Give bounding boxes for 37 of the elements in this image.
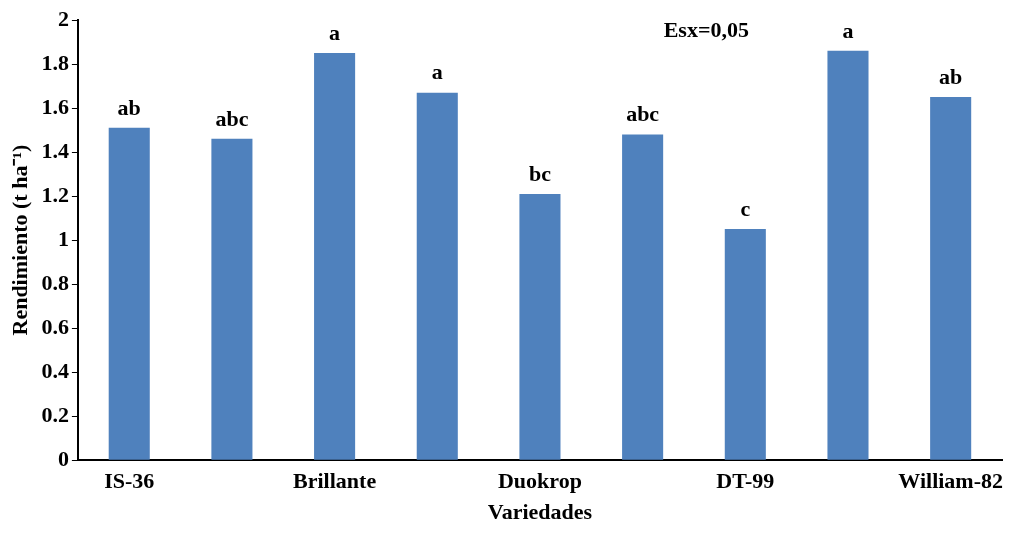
y-tick-label: 0.6 — [41, 313, 69, 339]
data-label: abc — [626, 101, 660, 127]
data-label: bc — [528, 160, 552, 186]
bar — [519, 193, 561, 460]
y-tick-label: 2 — [57, 5, 69, 31]
bar — [211, 138, 253, 460]
x-tick-label: William-82 — [898, 468, 1004, 494]
y-tick-label: 0.4 — [41, 357, 69, 383]
y-tick-label: 0 — [57, 445, 69, 471]
bar — [108, 127, 150, 460]
bar — [827, 50, 869, 460]
data-label: abc — [215, 105, 249, 131]
data-label: a — [329, 19, 341, 45]
data-label: c — [740, 195, 751, 221]
data-label: a — [431, 59, 443, 85]
y-tick-label: 1.8 — [41, 49, 69, 75]
x-tick-label: Brillante — [293, 468, 377, 494]
bar — [622, 134, 664, 460]
y-tick-label: 1.4 — [41, 137, 69, 163]
y-tick-label: 0.2 — [41, 401, 69, 427]
y-tick-label: 0.8 — [41, 269, 69, 295]
bar — [416, 92, 458, 460]
bar — [314, 53, 356, 460]
x-tick-label: DT-99 — [716, 468, 775, 494]
y-axis-title: Rendimiento (t ha⁻¹) — [6, 144, 32, 336]
data-label: ab — [117, 94, 141, 120]
x-tick-label: IS-36 — [104, 468, 155, 494]
y-tick-label: 1.6 — [41, 93, 69, 119]
annotation: Esx=0,05 — [663, 16, 749, 42]
x-tick-label: Duokrop — [497, 468, 582, 494]
data-label: a — [842, 17, 854, 43]
bar — [930, 97, 972, 460]
data-label: ab — [939, 63, 963, 89]
x-axis-title: Variedades — [487, 499, 593, 525]
y-tick-label: 1.2 — [41, 181, 69, 207]
y-tick-label: 1 — [57, 225, 69, 251]
bar — [724, 229, 766, 460]
